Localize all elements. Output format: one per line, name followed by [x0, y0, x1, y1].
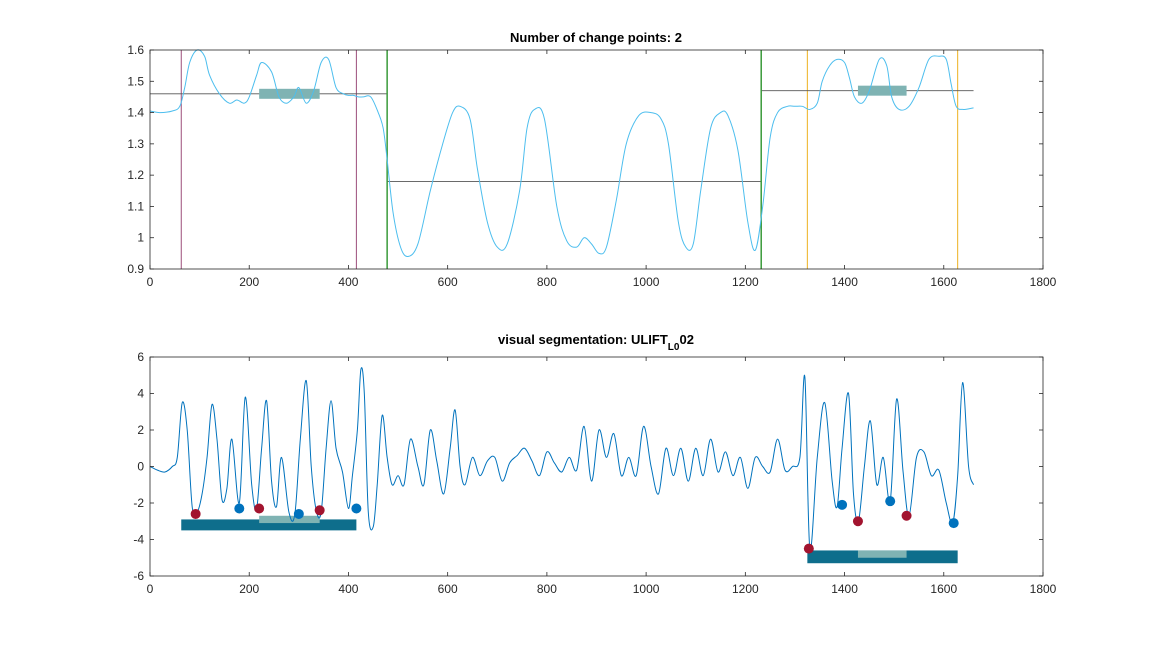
minimum-marker [314, 505, 325, 516]
maximum-marker [948, 518, 959, 529]
y-tick-label-top: 1.1 [127, 199, 144, 213]
maximum-marker [837, 499, 848, 510]
axes-box-top [149, 49, 1044, 270]
minimum-marker [254, 503, 265, 514]
plot-area-top [149, 49, 974, 269]
signal-line [149, 49, 974, 258]
y-tick-label-bottom: -2 [133, 496, 144, 510]
y-axis-bottom: -6 -4 -2 0 2 4 6 [133, 350, 1043, 583]
plot-visual-segmentation: visual segmentation: ULIFTL002 0 200 400 60… [133, 332, 1056, 596]
x-tick-label-bottom: 400 [338, 582, 358, 596]
x-tick-label-bottom: 600 [438, 582, 458, 596]
chart-title-top: Number of change points: 2 [510, 30, 682, 45]
title-subscript: L0 [668, 342, 680, 353]
y-tick-label-bottom: 6 [137, 350, 144, 364]
plot-area-bottom [149, 367, 975, 564]
x-tick-label-bottom: 1600 [930, 582, 957, 596]
y-tick-label-bottom: 4 [137, 387, 144, 401]
minimum-marker [803, 543, 814, 554]
title-main: visual segmentation: ULIFT [498, 332, 668, 347]
x-tick-label-bottom: 1200 [732, 582, 759, 596]
axes-box-bottom [149, 356, 1044, 577]
x-tick-label-top: 1400 [831, 275, 858, 289]
y-axis-top: 0.9 1 1.1 1.2 1.3 1.4 1.5 1.6 [127, 43, 1043, 276]
title-suffix: 02 [679, 332, 693, 347]
minimum-marker [190, 508, 201, 519]
y-tick-label-top: 1.2 [127, 168, 144, 182]
maximum-marker [885, 496, 896, 507]
x-tick-label-bottom: 200 [239, 582, 259, 596]
maximum-marker [293, 508, 304, 519]
y-tick-label-bottom: 2 [137, 423, 144, 437]
y-tick-label-top: 1 [137, 231, 144, 245]
chart-title-bottom: visual segmentation: ULIFTL002 [498, 332, 694, 353]
y-tick-label-top: 1.3 [127, 137, 144, 151]
x-axis-bottom: 0 200 400 600 800 1000 1200 1400 1600 1800 [147, 357, 1057, 596]
y-tick-label-top: 0.9 [127, 262, 144, 276]
maximum-marker [351, 503, 362, 514]
x-tick-label-top: 600 [438, 275, 458, 289]
segment-band [181, 519, 357, 531]
y-tick-label-bottom: 0 [137, 460, 144, 474]
x-tick-label-bottom: 1800 [1030, 582, 1057, 596]
segment-bar [259, 515, 320, 524]
x-tick-label-top: 200 [239, 275, 259, 289]
segment-bar [259, 88, 320, 99]
x-tick-label-bottom: 800 [537, 582, 557, 596]
x-tick-label-top: 1200 [732, 275, 759, 289]
y-tick-label-top: 1.4 [127, 106, 144, 120]
x-tick-label-top: 1600 [930, 275, 957, 289]
y-tick-label-top: 1.5 [127, 74, 144, 88]
segment-bar [857, 85, 907, 96]
x-tick-label-top: 0 [147, 275, 154, 289]
y-tick-label-top: 1.6 [127, 43, 144, 57]
y-tick-label-bottom: -6 [133, 569, 144, 583]
x-tick-label-top: 1000 [633, 275, 660, 289]
plot-change-points: Number of change points: 2 0 200 400 600 800… [127, 30, 1056, 289]
x-tick-label-top: 1800 [1030, 275, 1057, 289]
maximum-marker [234, 503, 245, 514]
x-tick-label-bottom: 1000 [633, 582, 660, 596]
x-tick-label-top: 800 [537, 275, 557, 289]
x-tick-label-bottom: 1400 [831, 582, 858, 596]
x-tick-label-top: 400 [338, 275, 358, 289]
x-tick-label-bottom: 0 [147, 582, 154, 596]
signal-line [149, 367, 975, 551]
x-axis-top: 0 200 400 600 800 1000 1200 1400 1600 1800 [147, 50, 1057, 289]
minimum-marker [852, 516, 863, 527]
y-tick-label-bottom: -4 [133, 533, 144, 547]
segment-bar [857, 550, 907, 558]
minimum-marker [901, 510, 912, 521]
